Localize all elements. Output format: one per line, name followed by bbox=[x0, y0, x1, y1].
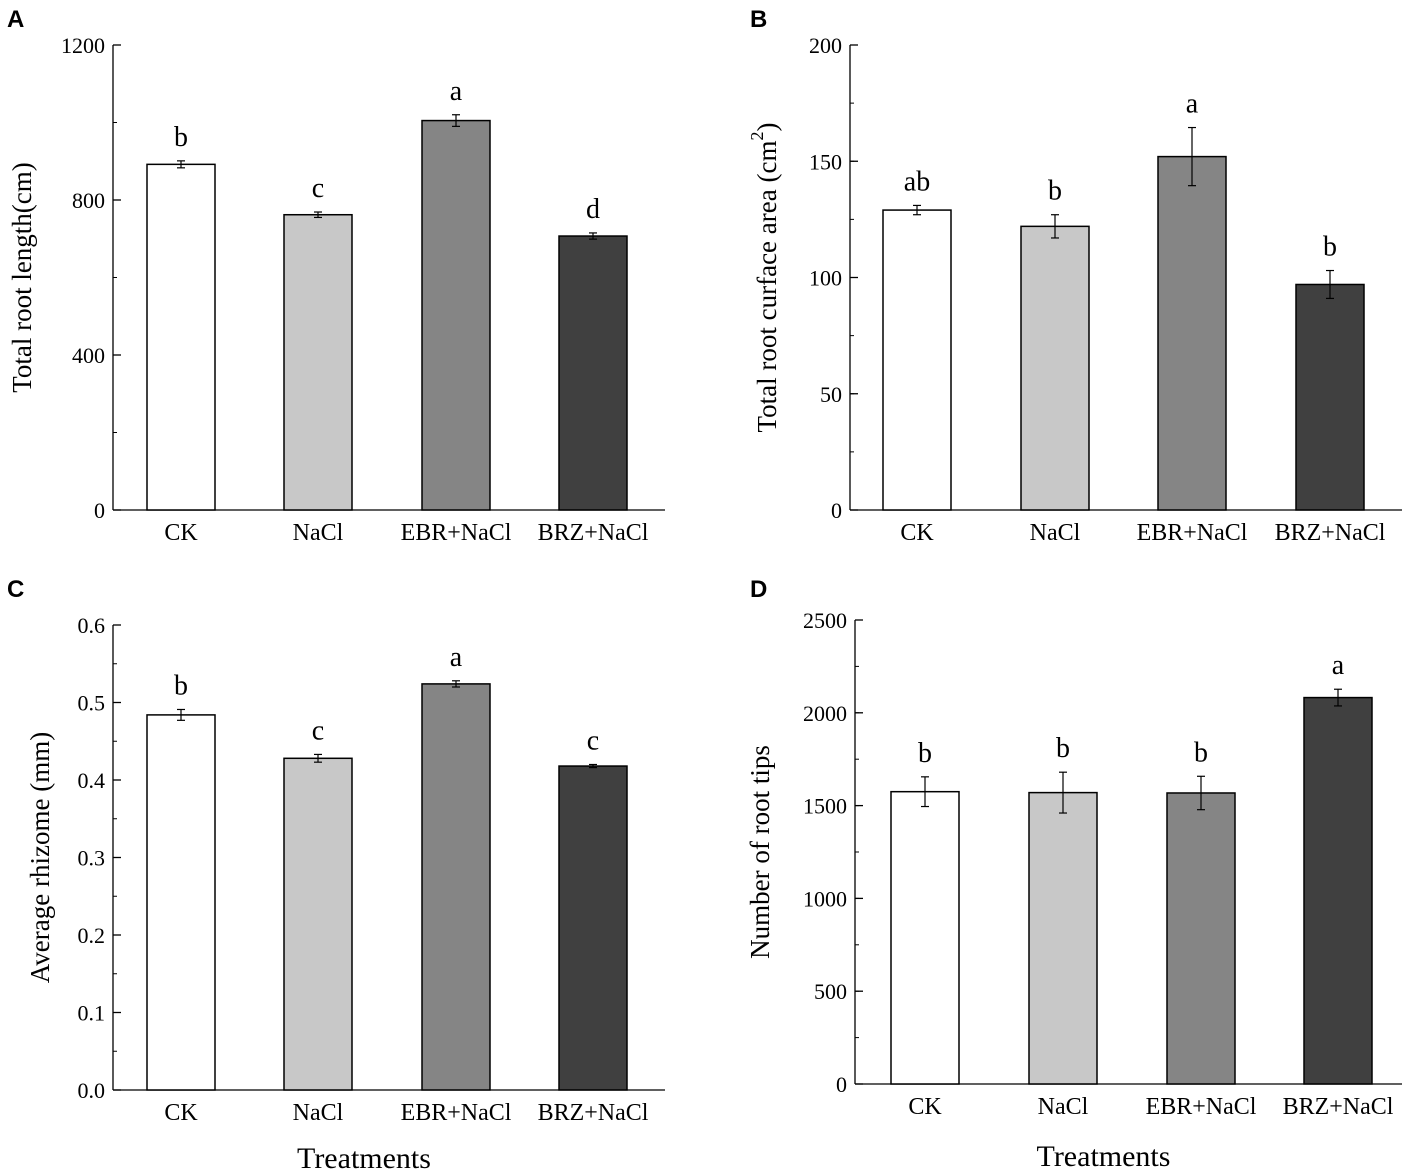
x-tick-label: NaCl bbox=[293, 1100, 344, 1126]
x-tick-label: CK bbox=[164, 520, 198, 546]
x-tick-label: CK bbox=[900, 520, 934, 546]
y-tick-label: 0.2 bbox=[78, 923, 106, 948]
significance-letter: d bbox=[586, 194, 600, 225]
bar-ck bbox=[146, 714, 216, 1091]
y-axis-label: Total root curface area (cm2) bbox=[747, 123, 782, 433]
y-tick-label: 0.0 bbox=[78, 1078, 106, 1103]
significance-letter: a bbox=[1186, 89, 1199, 120]
x-tick-label: BRZ+NaCl bbox=[1275, 520, 1386, 546]
significance-letter: b bbox=[1048, 176, 1062, 207]
x-tick-label: CK bbox=[164, 1100, 198, 1126]
significance-letter: a bbox=[450, 76, 463, 107]
chart-panel-b: B 0 50 100 150 200 Total root curface area (cm… bbox=[747, 6, 1402, 546]
bar-nacl bbox=[1020, 225, 1090, 511]
significance-letter: b bbox=[1194, 737, 1208, 768]
y-tick-label: 400 bbox=[72, 343, 105, 368]
y-axis-label: Total root length(cm) bbox=[7, 162, 37, 393]
panel-label: C bbox=[7, 576, 24, 603]
x-tick-label: EBR+NaCl bbox=[401, 520, 512, 546]
y-tick-label: 0 bbox=[94, 498, 105, 523]
y-tick-label: 1200 bbox=[61, 33, 105, 58]
y-tick-label: 1500 bbox=[803, 794, 847, 819]
x-tick-label: BRZ+NaCl bbox=[1283, 1094, 1394, 1120]
bar-brz-nacl bbox=[1303, 696, 1373, 1085]
bar-ck bbox=[146, 163, 216, 511]
significance-letter: c bbox=[312, 173, 324, 204]
x-tick-label: EBR+NaCl bbox=[401, 1100, 512, 1126]
y-tick-label: 0.1 bbox=[78, 1001, 106, 1026]
bar-ck bbox=[882, 209, 952, 511]
significance-letter: b bbox=[174, 670, 188, 701]
x-tick-label: NaCl bbox=[1038, 1094, 1089, 1120]
y-tick-label: 0.4 bbox=[78, 768, 106, 793]
x-tick-label: BRZ+NaCl bbox=[538, 520, 649, 546]
y-tick-label: 0 bbox=[831, 498, 842, 523]
x-tick-label: CK bbox=[908, 1094, 942, 1120]
significance-letter: b bbox=[1056, 733, 1070, 764]
y-tick-label: 0.3 bbox=[78, 846, 106, 871]
y-tick-label: 50 bbox=[820, 382, 842, 407]
y-tick-label: 200 bbox=[809, 33, 842, 58]
x-tick-label: EBR+NaCl bbox=[1146, 1094, 1257, 1120]
y-tick-label: 100 bbox=[809, 266, 842, 291]
y-tick-label: 0 bbox=[836, 1072, 847, 1097]
bar-brz-nacl bbox=[1295, 283, 1365, 511]
x-axis-label: Treatments bbox=[1037, 1140, 1171, 1171]
x-tick-label: NaCl bbox=[1030, 520, 1081, 546]
significance-letter: c bbox=[587, 726, 599, 757]
significance-letter: b bbox=[918, 738, 932, 769]
bar-ebr-nacl bbox=[421, 683, 491, 1091]
bar-ebr-nacl bbox=[1166, 792, 1236, 1085]
significance-letter: ab bbox=[904, 166, 930, 197]
y-axis-label: Average rhizome (mm) bbox=[25, 732, 55, 983]
bar-ebr-nacl bbox=[1157, 155, 1227, 511]
y-tick-label: 500 bbox=[814, 979, 847, 1004]
bar-nacl bbox=[1028, 791, 1098, 1085]
significance-letter: c bbox=[312, 715, 324, 746]
bar-brz-nacl bbox=[558, 235, 628, 511]
y-tick-label: 2000 bbox=[803, 701, 847, 726]
x-tick-label: NaCl bbox=[293, 520, 344, 546]
bar-ebr-nacl bbox=[421, 119, 491, 511]
y-tick-label: 2500 bbox=[803, 608, 847, 633]
bar-brz-nacl bbox=[558, 765, 628, 1091]
chart-panel-c: C 0.0 0.1 0.2 0.3 0.4 0.5 0.6 Average rhizome (m… bbox=[7, 576, 665, 1171]
chart-panel-d: D 0 500 1000 1500 2000 2500 Number of root tips… bbox=[745, 576, 1402, 1171]
significance-letter: a bbox=[1332, 650, 1345, 681]
y-tick-label: 0.6 bbox=[78, 613, 106, 638]
y-tick-label: 1000 bbox=[803, 886, 847, 911]
panel-label: B bbox=[750, 6, 767, 33]
y-tick-label: 0.5 bbox=[78, 691, 106, 716]
bar-ck bbox=[890, 790, 960, 1085]
chart-panel-a: A 0 400 800 1200 Total root length(cm) b CK c NaC… bbox=[7, 6, 665, 546]
significance-letter: b bbox=[174, 122, 188, 153]
x-axis-label: Treatments bbox=[297, 1142, 431, 1171]
bar-nacl bbox=[283, 213, 353, 511]
panel-label: A bbox=[7, 6, 24, 33]
significance-letter: b bbox=[1323, 232, 1337, 263]
panel-label: D bbox=[750, 576, 767, 603]
x-tick-label: BRZ+NaCl bbox=[538, 1100, 649, 1126]
significance-letter: a bbox=[450, 642, 463, 673]
x-tick-label: EBR+NaCl bbox=[1137, 520, 1248, 546]
y-tick-label: 800 bbox=[72, 188, 105, 213]
bar-nacl bbox=[283, 757, 353, 1091]
y-axis-label: Number of root tips bbox=[745, 745, 775, 959]
y-tick-label: 150 bbox=[809, 149, 842, 174]
